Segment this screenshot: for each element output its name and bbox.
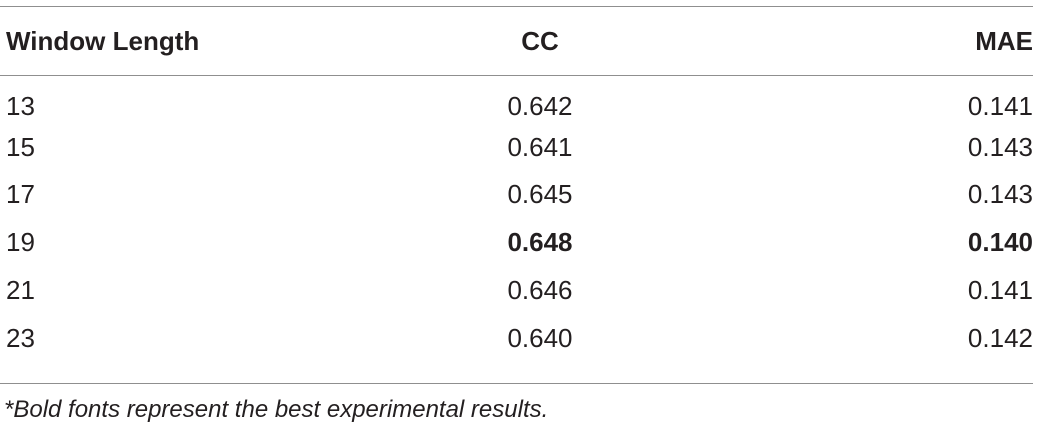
table-footnote: *Bold fonts represent the best experimen… xyxy=(4,396,549,423)
bottom-rule xyxy=(0,383,1033,384)
cell-cc: 0.646 xyxy=(507,275,573,306)
cell-window-length: 15 xyxy=(6,131,35,162)
cell-mae: 0.143 xyxy=(967,179,1033,210)
header-rule xyxy=(0,75,1033,76)
cell-cc: 0.645 xyxy=(507,179,573,210)
cell-cc: 0.641 xyxy=(507,131,573,162)
cell-cc-best: 0.648 xyxy=(507,227,573,258)
cell-mae: 0.142 xyxy=(967,322,1033,353)
results-table: Window Length CC MAE 13 0.642 0.141 15 0… xyxy=(0,7,1033,362)
header-window-length: Window Length xyxy=(6,26,200,56)
table-row: 23 0.640 0.142 xyxy=(0,314,1033,362)
cell-window-length: 23 xyxy=(6,322,35,353)
header-row: Window Length CC MAE xyxy=(0,7,1033,75)
cell-cc: 0.642 xyxy=(507,90,573,121)
header-mae: MAE xyxy=(975,26,1033,56)
table-row: 15 0.641 0.143 xyxy=(0,123,1033,171)
cell-mae: 0.141 xyxy=(967,275,1033,306)
cell-window-length: 13 xyxy=(6,90,35,121)
top-rule xyxy=(0,6,1033,7)
cell-mae: 0.141 xyxy=(967,90,1033,121)
header-cc: CC xyxy=(521,26,559,56)
cell-cc: 0.640 xyxy=(507,322,573,353)
table-row: 21 0.646 0.141 xyxy=(0,266,1033,314)
cell-mae: 0.143 xyxy=(967,131,1033,162)
cell-window-length: 17 xyxy=(6,179,35,210)
cell-window-length: 19 xyxy=(6,227,35,258)
table-row: 19 0.648 0.140 xyxy=(0,218,1033,266)
cell-window-length: 21 xyxy=(6,275,35,306)
table-row: 17 0.645 0.143 xyxy=(0,171,1033,219)
cell-mae-best: 0.140 xyxy=(967,227,1033,258)
table-row: 13 0.642 0.141 xyxy=(0,75,1033,123)
